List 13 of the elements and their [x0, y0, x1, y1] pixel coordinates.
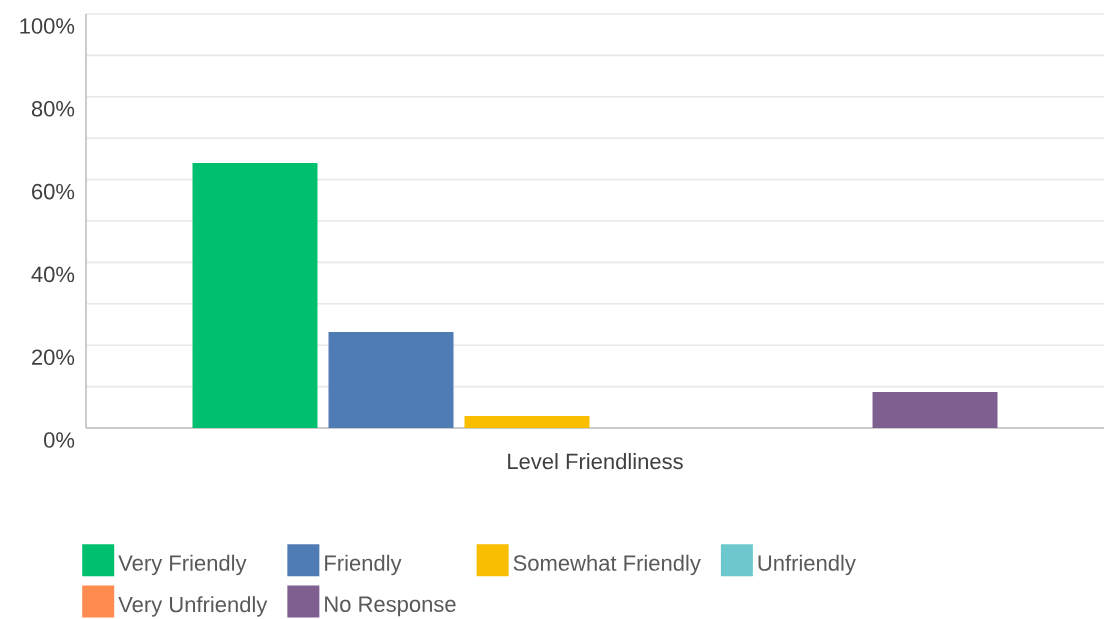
x-tick-label: Level Friendliness	[508, 453, 683, 470]
legend-label: Somewhat Friendly	[513, 554, 701, 576]
y-tick-label: 100%	[20, 18, 75, 34]
y-tick-label: 60%	[32, 183, 75, 200]
legend-label: Friendly	[325, 554, 402, 576]
y-tick-label: 0%	[44, 432, 75, 448]
legend-label: Unfriendly	[758, 554, 856, 576]
legend-label: Very Unfriendly	[118, 596, 268, 617]
legend-label: Very Friendly	[118, 554, 247, 576]
y-tick-label: 80%	[31, 101, 75, 117]
legend-label: No Response	[325, 596, 456, 617]
y-tick-label: 20%	[32, 349, 75, 365]
y-tick-label: 40%	[31, 266, 75, 283]
